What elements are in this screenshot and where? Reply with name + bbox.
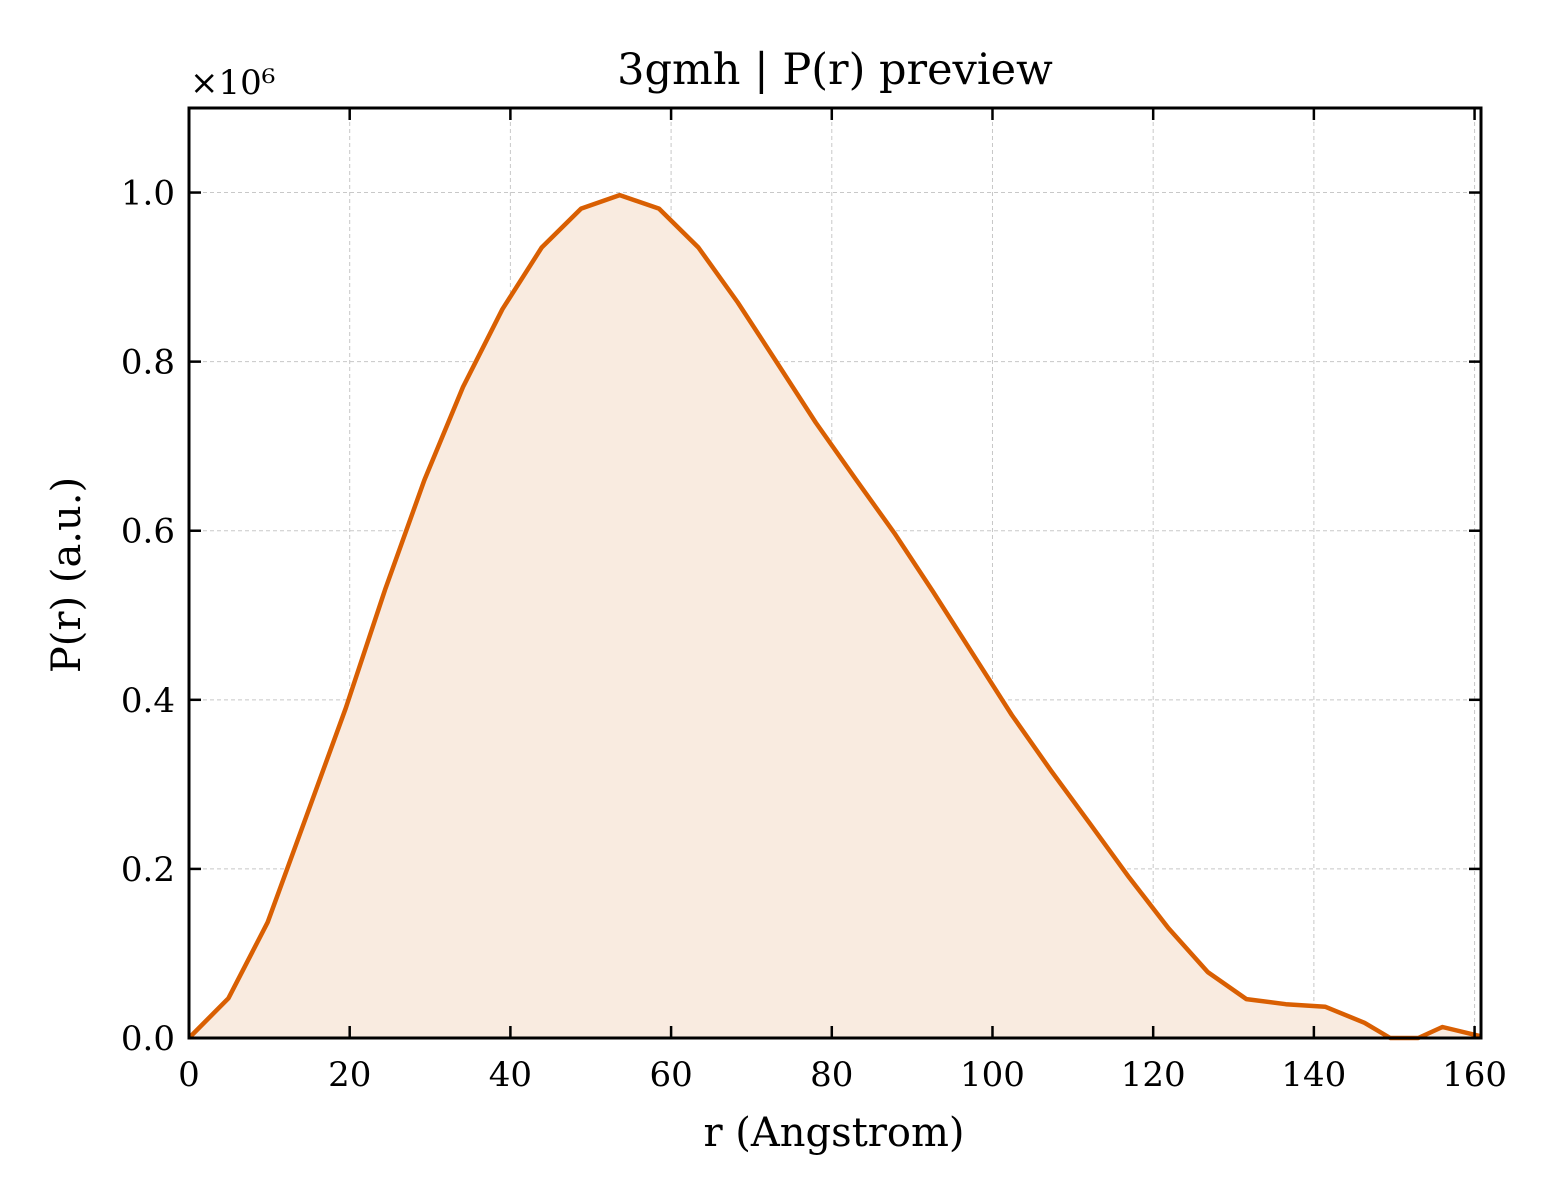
x-tick-label: 40 (489, 1055, 532, 1095)
x-tick-label: 120 (1121, 1055, 1186, 1095)
axis-ticks: 0 20 40 60 80 100 120 140 160 0.0 0.2 0.4 0.6 0.8 1.0 (121, 108, 1507, 1095)
x-axis-title: r (Angstrom) (703, 1110, 964, 1156)
x-tick-label: 20 (328, 1055, 371, 1095)
chart-title: 3gmh | P(r) preview (617, 45, 1053, 95)
y-multiplier: ×10⁶ (190, 63, 275, 103)
y-tick-label: 0.0 (121, 1019, 175, 1059)
x-tick-label: 140 (1281, 1055, 1346, 1095)
pr-series-line (187, 192, 1482, 1041)
y-tick-label: 1.0 (121, 174, 175, 214)
y-tick-label: 0.2 (121, 850, 175, 890)
x-tick-label: 100 (960, 1055, 1025, 1095)
pr-area-fill (189, 195, 1481, 1039)
y-tick-label: 0.4 (121, 681, 175, 721)
y-axis-title: P(r) (a.u.) (44, 477, 90, 673)
plot-frame (187, 106, 1483, 1040)
x-tick-label: 80 (810, 1055, 853, 1095)
y-tick-label: 0.8 (121, 343, 175, 383)
y-tick-label: 0.6 (121, 512, 175, 552)
x-tick-label: 0 (178, 1055, 200, 1095)
x-tick-label: 160 (1442, 1055, 1507, 1095)
x-tick-label: 60 (649, 1055, 692, 1095)
